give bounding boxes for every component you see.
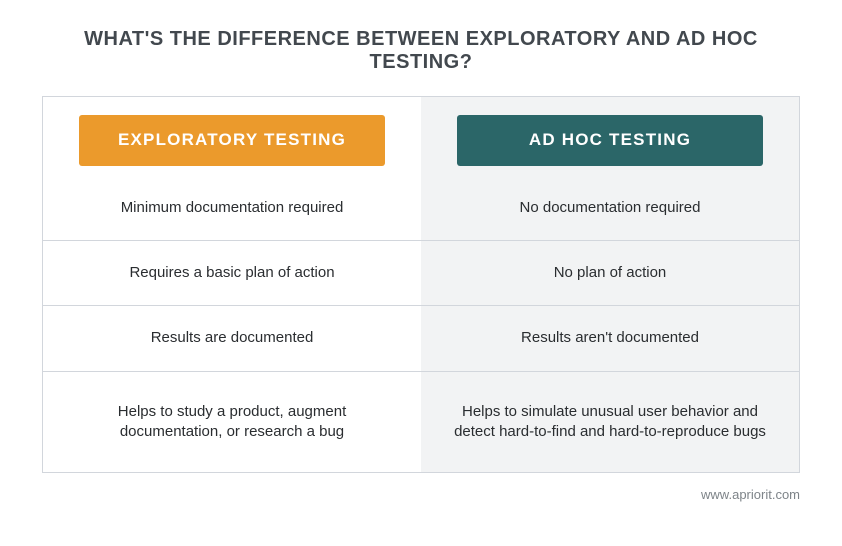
cell-exploratory: Minimum documentation required <box>43 176 421 240</box>
page-title: WHAT'S THE DIFFERENCE BETWEEN EXPLORATOR… <box>42 28 800 74</box>
cell-adhoc: Results aren't documented <box>421 306 799 370</box>
header-cell-right: AD HOC TESTING <box>421 97 799 176</box>
header-cell-left: EXPLORATORY TESTING <box>43 97 421 176</box>
cell-exploratory: Helps to study a product, augment docume… <box>43 372 421 473</box>
cell-adhoc: No documentation required <box>421 176 799 240</box>
cell-adhoc: Helps to simulate unusual user behavior … <box>421 372 799 473</box>
table-row: Requires a basic plan of actionNo plan o… <box>43 241 799 306</box>
table-header-row: EXPLORATORY TESTING AD HOC TESTING <box>43 97 799 176</box>
cell-adhoc: No plan of action <box>421 241 799 305</box>
table-row: Minimum documentation requiredNo documen… <box>43 176 799 241</box>
exploratory-testing-header: EXPLORATORY TESTING <box>79 115 385 166</box>
table-row: Results are documentedResults aren't doc… <box>43 306 799 371</box>
table-row: Helps to study a product, augment docume… <box>43 372 799 473</box>
cell-exploratory: Requires a basic plan of action <box>43 241 421 305</box>
footer-attribution: www.apriorit.com <box>42 487 800 502</box>
cell-exploratory: Results are documented <box>43 306 421 370</box>
comparison-table: EXPLORATORY TESTING AD HOC TESTING Minim… <box>42 96 800 473</box>
adhoc-testing-header: AD HOC TESTING <box>457 115 763 166</box>
